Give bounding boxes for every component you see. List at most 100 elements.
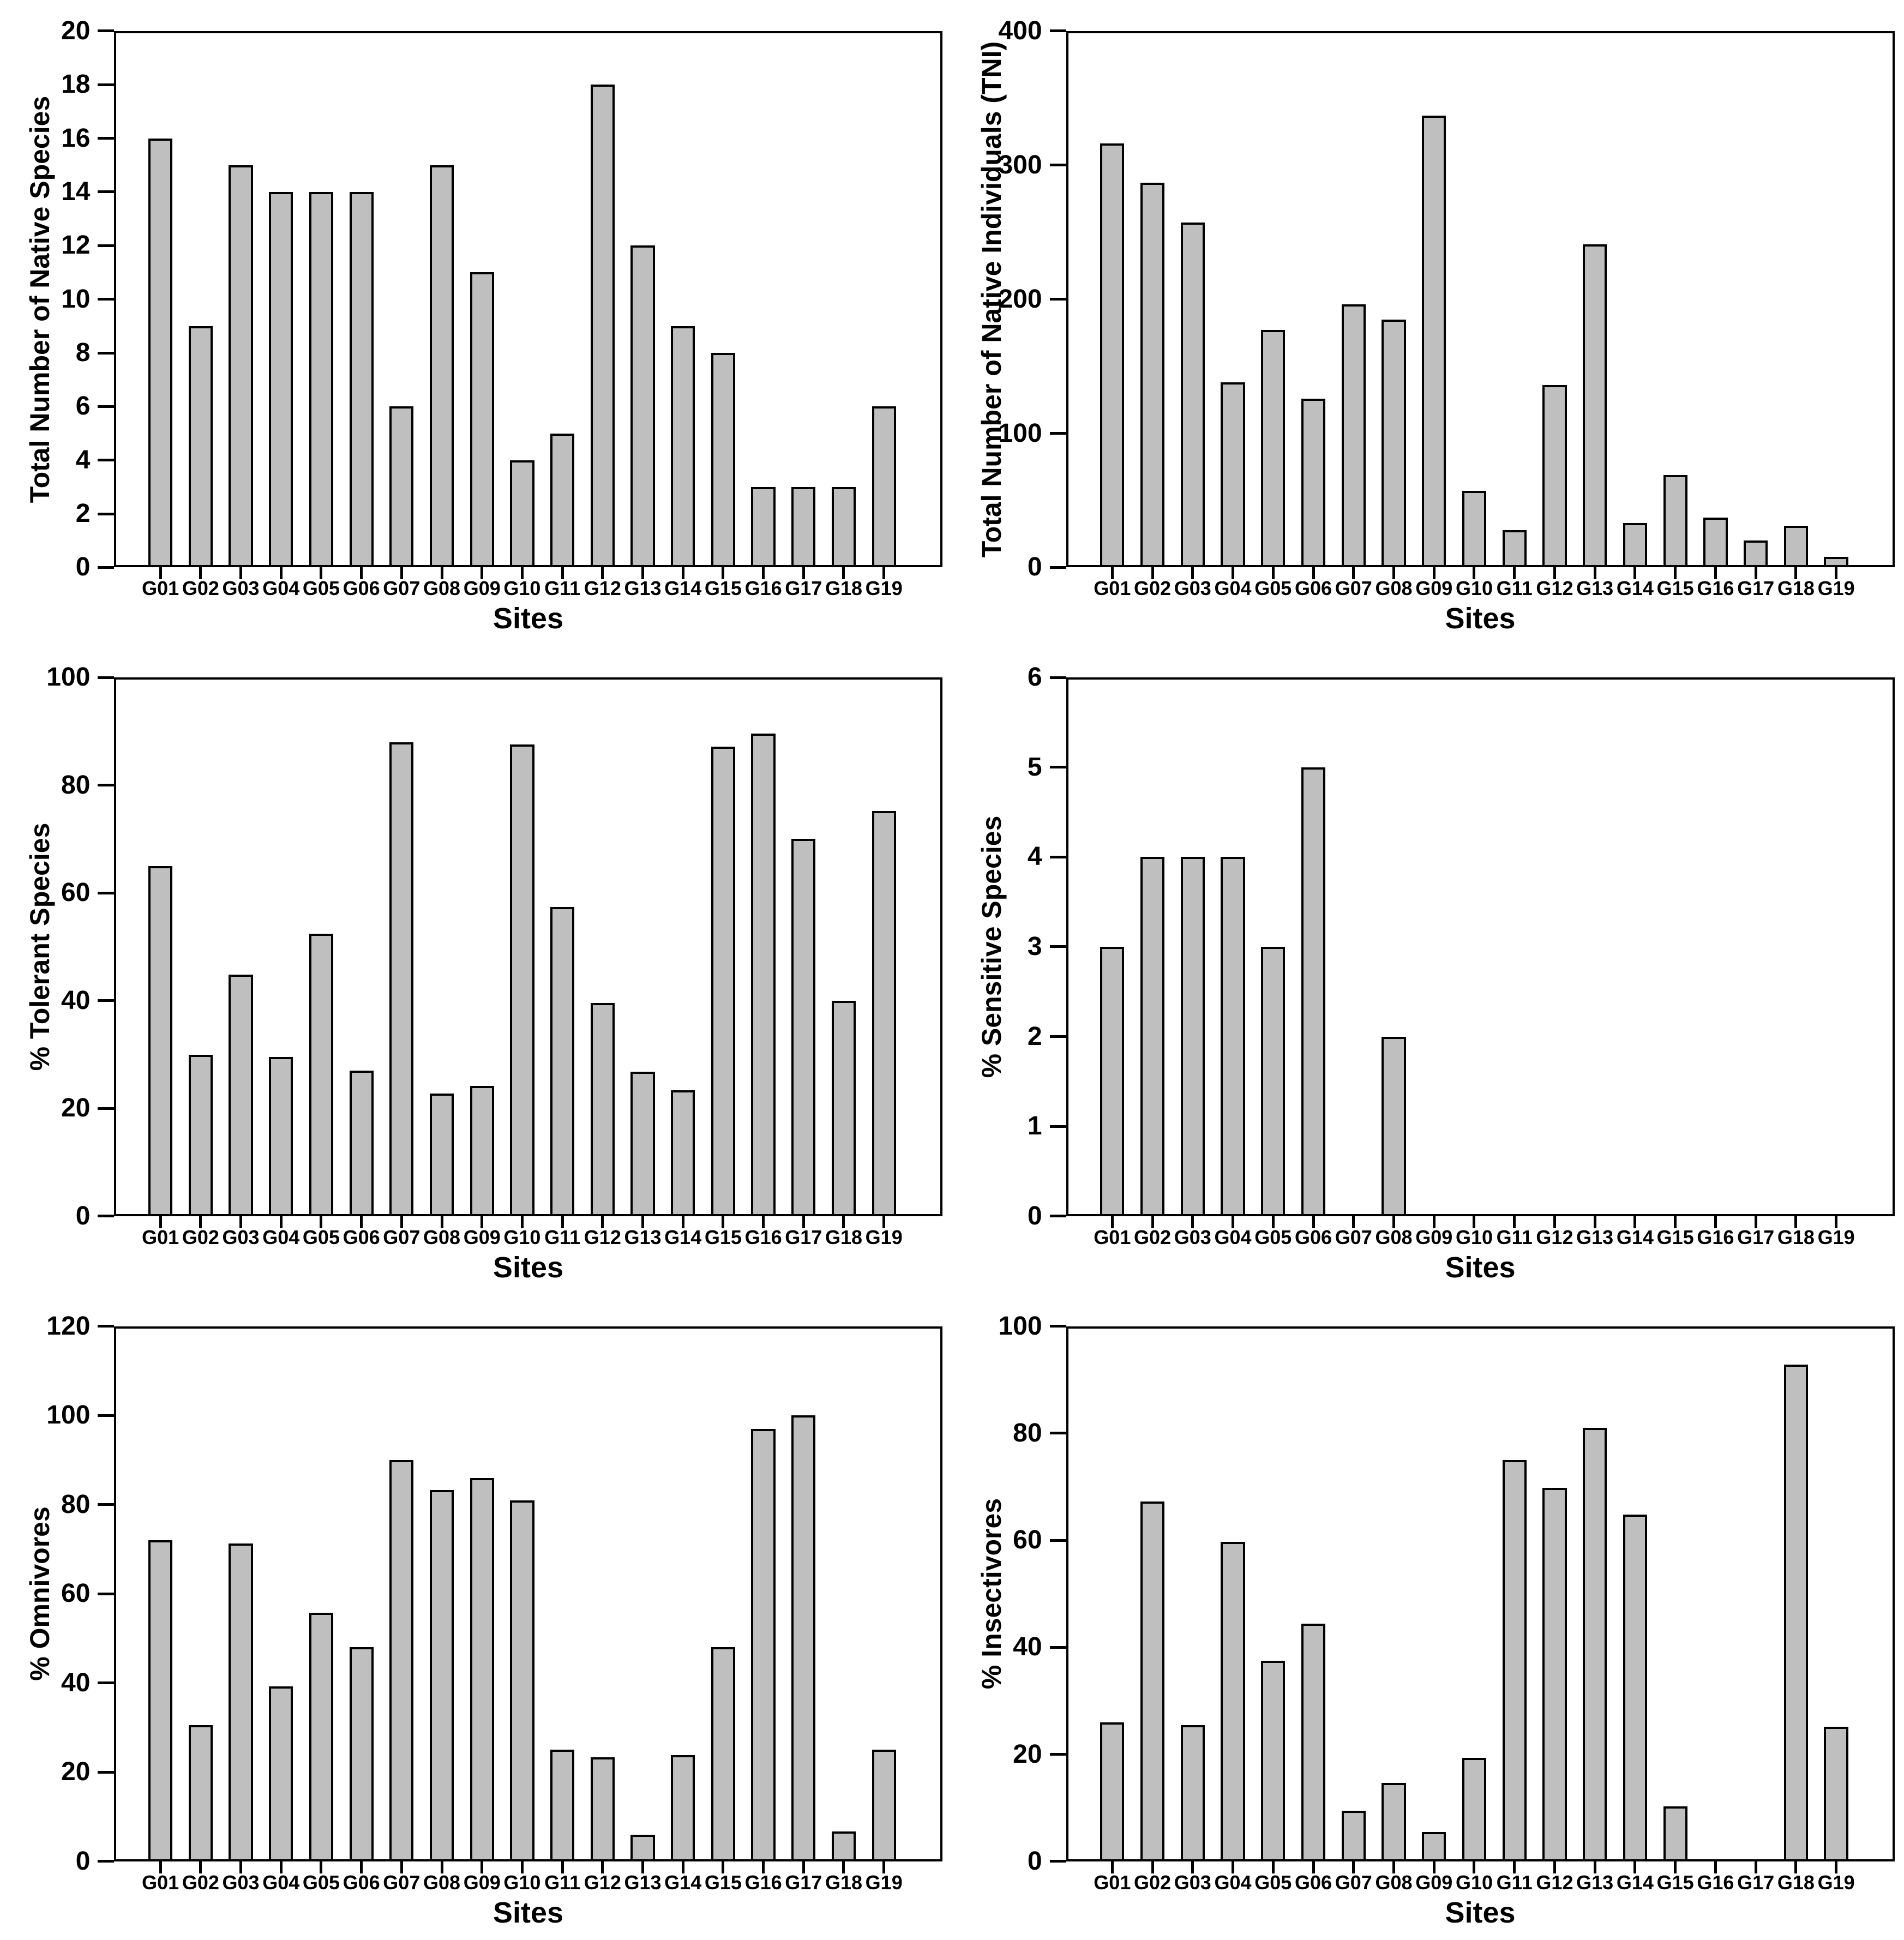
bar-G11 xyxy=(550,1750,575,1861)
y-axis-tick xyxy=(98,29,115,33)
bar-G12 xyxy=(1542,385,1567,568)
y-axis-tick xyxy=(98,190,115,194)
x-tick-label: G14 xyxy=(664,577,702,600)
bar-G12 xyxy=(590,1002,615,1216)
y-tick-label: 1 xyxy=(1027,1112,1042,1141)
bar-G07 xyxy=(1341,304,1366,568)
x-tick-label: G03 xyxy=(222,1226,260,1248)
x-axis-tick xyxy=(601,567,604,580)
x-axis-tick xyxy=(681,567,684,580)
x-axis-tick xyxy=(480,1861,484,1873)
bar-G08 xyxy=(429,1093,454,1216)
y-tick-label: 8 xyxy=(75,338,91,367)
x-axis-tick xyxy=(802,1861,805,1873)
bar-G19 xyxy=(872,811,896,1216)
x-tick-label: G12 xyxy=(584,1226,621,1248)
bar-G16 xyxy=(751,1428,776,1861)
x-axis-tick xyxy=(1432,1216,1435,1228)
x-axis-tick xyxy=(1312,1216,1315,1228)
x-tick-label: G08 xyxy=(1375,1871,1413,1894)
x-tick-label: G04 xyxy=(1214,577,1252,600)
y-axis-tick xyxy=(98,1503,115,1506)
y-tick-label: 18 xyxy=(61,70,91,99)
bar-G10 xyxy=(1462,1758,1487,1861)
bar-G15 xyxy=(1663,1806,1687,1861)
y-tick-label: 80 xyxy=(1013,1418,1042,1448)
x-axis-tick xyxy=(882,1861,886,1873)
x-tick-label: G12 xyxy=(1536,1871,1573,1894)
x-tick-label: G06 xyxy=(343,1226,380,1248)
x-tick-label: G05 xyxy=(1254,1226,1292,1248)
x-tick-label: G08 xyxy=(423,1226,461,1248)
bar-G07 xyxy=(389,742,414,1216)
x-tick-label: G19 xyxy=(1817,577,1855,600)
x-tick-label: G01 xyxy=(142,1871,179,1894)
bar-G09 xyxy=(470,1085,494,1216)
x-tick-label: G18 xyxy=(825,1226,863,1248)
x-tick-label: G16 xyxy=(744,1871,782,1894)
x-tick-label: G16 xyxy=(1697,1871,1734,1894)
bar-G15 xyxy=(711,746,735,1216)
x-axis-tick xyxy=(360,567,363,580)
x-axis-tick xyxy=(360,1861,363,1873)
y-tick-label: 80 xyxy=(61,1489,91,1519)
bar-G06 xyxy=(1301,1624,1326,1861)
y-axis-tick xyxy=(1049,676,1066,679)
x-tick-label: G06 xyxy=(1294,1871,1332,1894)
x-axis-tick xyxy=(1714,1861,1717,1873)
x-axis-tick xyxy=(239,1861,243,1873)
y-tick-label: 4 xyxy=(75,445,91,475)
x-axis-tick xyxy=(320,1861,323,1873)
x-axis-tick xyxy=(601,1216,604,1228)
x-axis-tick xyxy=(882,567,886,580)
x-tick-label: G14 xyxy=(1616,577,1654,600)
x-tick-label: G15 xyxy=(704,1226,742,1248)
x-axis-tick xyxy=(1392,567,1395,580)
x-tick-label: G15 xyxy=(1656,1226,1694,1248)
y-tick-label: 3 xyxy=(1027,932,1042,961)
x-tick-label: G16 xyxy=(744,577,782,600)
x-axis-tick xyxy=(762,567,765,580)
x-axis-tick xyxy=(1754,567,1757,580)
bar-G09 xyxy=(470,272,494,568)
x-tick-label: G14 xyxy=(664,1871,702,1894)
y-tick-label: 120 xyxy=(46,1311,91,1341)
x-tick-label: G01 xyxy=(142,1226,179,1248)
bar-G09 xyxy=(1422,1831,1446,1861)
y-axis-tick xyxy=(98,1215,115,1218)
x-tick-label: G13 xyxy=(624,577,662,600)
bar-G05 xyxy=(1261,946,1286,1216)
x-tick-label: G16 xyxy=(744,1226,782,1248)
bar-G12 xyxy=(590,85,615,568)
bar-G07 xyxy=(1341,1810,1366,1861)
bar-G10 xyxy=(510,1500,534,1861)
x-axis-tick xyxy=(1191,1861,1194,1873)
x-axis-tick xyxy=(440,1861,443,1873)
bar-G08 xyxy=(429,1489,454,1861)
bar-G14 xyxy=(671,1755,695,1861)
y-tick-label: 300 xyxy=(998,150,1042,179)
x-tick-label: G07 xyxy=(383,577,421,600)
y-tick-label: 0 xyxy=(75,1201,91,1230)
y-tick-label: 4 xyxy=(1027,842,1042,872)
x-tick-label: G01 xyxy=(1094,1226,1131,1248)
y-axis-tick xyxy=(98,405,115,408)
panel-total-native-species: 0 2 4 6 8 10 12 14 16 18 20 G01 G02 G03 G04 G05 G06 G07 G0… xyxy=(0,0,952,646)
x-tick-label: G01 xyxy=(1094,577,1131,600)
y-tick-label: 16 xyxy=(61,123,91,153)
x-axis-tick xyxy=(1352,1216,1355,1228)
x-axis-tick xyxy=(159,1861,162,1873)
y-axis-tick xyxy=(98,1325,115,1328)
bar-G03 xyxy=(229,975,253,1216)
y-axis-tick xyxy=(98,676,115,679)
x-tick-label: G19 xyxy=(1817,1871,1855,1894)
x-tick-label: G11 xyxy=(1496,1226,1533,1248)
x-axis-tick xyxy=(239,1216,243,1228)
x-axis-tick xyxy=(1754,1216,1757,1228)
bar-G06 xyxy=(349,1647,374,1861)
x-axis-tick xyxy=(1312,1861,1315,1873)
bar-G18 xyxy=(1783,1365,1808,1861)
bar-G08 xyxy=(429,165,454,568)
bar-G01 xyxy=(148,138,173,568)
x-tick-label: G15 xyxy=(1656,1871,1694,1894)
